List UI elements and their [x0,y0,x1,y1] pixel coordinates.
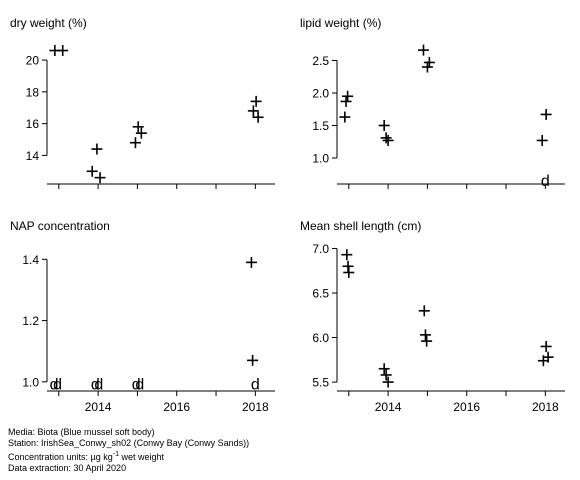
data-point [57,45,69,57]
y-tick-label: 7.0 [312,242,329,256]
y-tick-label: 6.5 [312,287,329,301]
panel-2: lipid weight (%) 1.0 1.5 2.0 2.5 d [300,16,565,190]
data-point [382,376,394,388]
y-tick-label: 18 [26,85,40,99]
detection-limit-point: d [91,376,100,393]
footer-units: Concentration units: µg kg-1 wet weight [8,449,249,463]
data-point [378,120,390,131]
panel-4: Mean shell length (cm) 5.5 6.0 6.5 7.0 2014 20… [300,219,565,414]
data-point [245,256,257,268]
x-tick-label: 2018 [532,400,559,414]
data-point [339,111,351,123]
data-point [340,95,352,107]
footer-units-prefix: Concentration units: µg kg [8,452,113,462]
data-point [135,127,147,139]
detection-limit-point: d [251,376,260,393]
y-tick-label: 1.0 [22,375,39,389]
y-tick-label: 6.0 [312,331,329,345]
detection-limit-point: d [132,376,141,393]
panel-title: dry weight (%) [10,16,87,30]
data-point [129,137,141,149]
data-point [247,105,259,117]
data-point [542,351,554,363]
data-point [418,305,430,317]
y-tick-label: 1.0 [312,152,329,166]
footer-media: Media: Biota (Blue mussel soft body) [8,427,155,437]
data-point [378,363,390,375]
data-point [382,134,394,146]
data-point [94,172,106,184]
y-tick-label: 2.0 [312,87,329,101]
y-tick-label: 1.5 [312,119,329,133]
data-point [341,249,353,261]
data-point [536,134,548,146]
data-point [380,369,392,381]
data-point [86,165,98,177]
x-tick-label: 2014 [375,400,402,414]
data-point [421,61,433,73]
data-point [91,143,103,155]
x-tick-label: 2014 [85,400,112,414]
y-tick-label: 2.5 [312,54,329,68]
data-point [417,44,429,56]
panel-3: NAP concentration 1.0 1.2 1.4 2014 2016 2018 d d… [10,219,275,414]
x-tick-label: 2016 [163,400,190,414]
y-tick-label: 1.4 [22,253,39,267]
data-point [419,329,431,341]
data-point [540,340,552,352]
detection-limit-point: d [541,173,550,190]
y-tick-label: 20 [26,54,40,68]
data-point [540,108,552,120]
y-tick-label: 5.5 [312,376,329,390]
detection-limit-point: d [50,376,59,393]
y-tick-label: 14 [26,149,40,163]
detection-limit-point: d [53,376,62,393]
data-point [250,95,262,107]
data-point [247,354,259,366]
x-tick-label: 2018 [242,400,269,414]
chart-grid: dry weight (%) 14 16 18 20 lipid weight (%) 1.… [10,16,565,414]
footer-units-sup: -1 [112,451,119,458]
y-tick-label: 1.2 [22,314,39,328]
detection-limit-point: d [135,376,144,393]
data-point [423,56,435,68]
data-point [342,90,354,102]
footer-extraction: Data extraction: 30 April 2020 [8,463,127,473]
data-point [252,111,264,123]
data-point [343,267,355,279]
data-point [421,335,433,347]
panel-title: lipid weight (%) [300,16,381,30]
panel-1: dry weight (%) 14 16 18 20 [10,16,275,189]
y-tick-label: 16 [26,117,40,131]
footer-units-suffix: wet weight [118,452,165,462]
chart-footer: Media: Biota (Blue mussel soft body) Sta… [8,427,249,474]
panel-title: NAP concentration [10,219,110,233]
detection-limit-point: d [94,376,103,393]
x-tick-label: 2016 [453,400,480,414]
data-point [380,132,392,144]
data-point [132,121,144,133]
footer-station: Station: IrishSea_Conwy_sh02 (Conwy Bay … [8,438,250,448]
panel-title: Mean shell length (cm) [300,219,421,233]
